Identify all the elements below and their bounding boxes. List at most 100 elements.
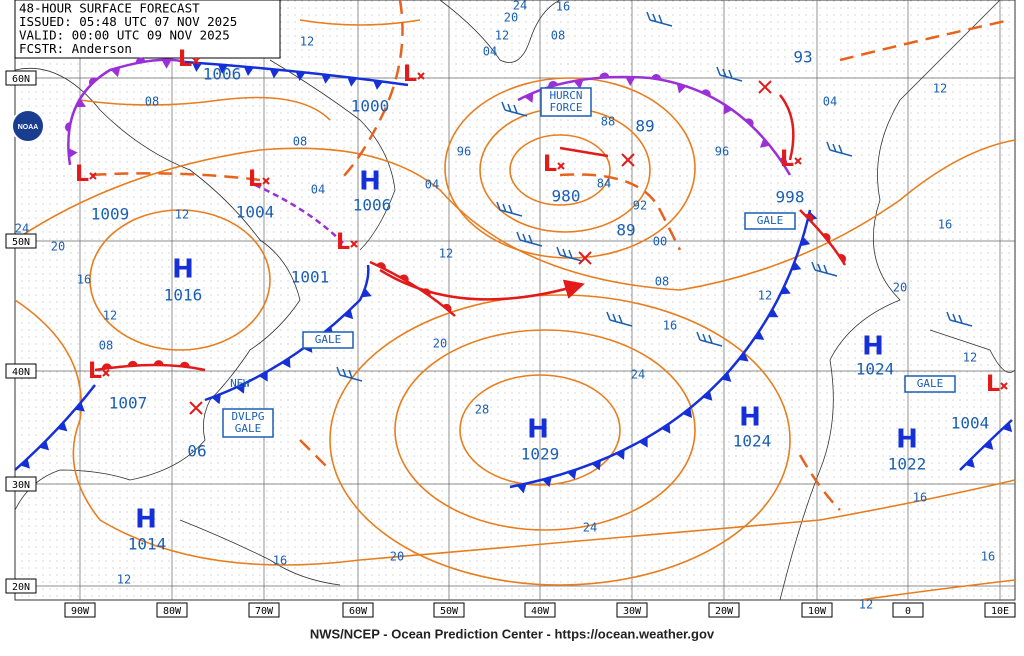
low-x	[578, 251, 592, 265]
front-bump	[179, 361, 190, 368]
front-bump	[804, 213, 814, 223]
front-bump	[399, 274, 409, 282]
front-barb	[361, 288, 372, 298]
front-bump	[88, 77, 98, 86]
front-barb	[767, 308, 779, 318]
wind-barb	[946, 311, 973, 327]
front-barb	[110, 67, 121, 78]
center-symbol: H	[896, 425, 918, 455]
front-barb	[347, 77, 358, 87]
isobar-label: 24	[583, 521, 597, 535]
isobar-label: 04	[483, 45, 497, 59]
warning-box	[222, 408, 274, 438]
front-bump	[101, 363, 112, 369]
center-symbol: H	[527, 415, 549, 445]
center-symbol: H	[739, 403, 761, 433]
center-value: 89	[635, 117, 654, 136]
front-bump	[651, 74, 662, 80]
front-barb	[68, 148, 78, 159]
lon-label: 40W	[531, 606, 550, 617]
front-barb	[516, 483, 527, 494]
center-symbol: L	[336, 230, 350, 255]
isobar-label: 12	[859, 598, 873, 612]
center-x	[1000, 382, 1008, 390]
warning-label: HURCN	[549, 89, 582, 102]
center-value: 1004	[951, 414, 990, 433]
front-barb	[723, 104, 733, 115]
isobar-label: 08	[99, 339, 113, 353]
front-barb	[161, 59, 172, 69]
low-x	[621, 153, 635, 167]
lon-label: 60W	[349, 606, 368, 617]
isobar-label: 24	[513, 0, 527, 13]
warning-label: GALE	[917, 377, 944, 390]
isobar-label: 20	[433, 337, 447, 351]
center-value: 1029	[521, 445, 560, 464]
wind-barb	[556, 246, 583, 262]
warning-label: DVLPG	[231, 410, 264, 423]
map-area	[14, 0, 1016, 601]
isobar-label: 16	[77, 273, 91, 287]
center-value: 1006	[203, 65, 242, 84]
lon-label-box	[524, 602, 556, 618]
front-barb	[39, 440, 50, 451]
lat-label: 40N	[12, 367, 30, 378]
center-symbol: H	[135, 505, 157, 535]
front-barb	[676, 83, 687, 94]
isobar-label: 84	[597, 177, 611, 191]
lon-label: 90W	[71, 606, 90, 617]
lat-label: 20N	[12, 582, 30, 593]
center-value: 1024	[856, 360, 895, 379]
lon-label: 0	[905, 606, 911, 617]
front-barb	[20, 458, 30, 469]
logo-text: NOAA	[18, 124, 39, 131]
front-barb	[721, 372, 732, 382]
front-barb	[983, 439, 994, 450]
lat-label: 30N	[12, 480, 30, 491]
center-x	[102, 369, 110, 377]
front-bump	[779, 157, 788, 167]
center-symbol: L	[780, 147, 794, 172]
lat-label-box	[5, 363, 37, 379]
front-barb	[780, 285, 791, 295]
isobar-label: 00	[653, 235, 667, 249]
isobar-label: 08	[293, 135, 307, 149]
front-barb	[524, 92, 534, 103]
isobar-label: 88	[601, 115, 615, 129]
isobar-label: 12	[439, 247, 453, 261]
isobar-label: 16	[913, 491, 927, 505]
lat-label: 60N	[12, 74, 30, 85]
lon-label: 80W	[163, 606, 182, 617]
front-barb	[321, 74, 332, 84]
isobar-label: 12	[495, 29, 509, 43]
front-bump	[421, 288, 431, 297]
lon-label: 20W	[715, 606, 734, 617]
lon-label: 70W	[255, 606, 274, 617]
front-barb	[281, 357, 291, 368]
center-value: 998	[776, 188, 805, 207]
isobar-label: 96	[457, 145, 471, 159]
front-barb	[625, 76, 636, 87]
center-value: 1004	[236, 203, 275, 222]
center-x	[89, 172, 97, 180]
front-bump	[838, 253, 847, 264]
wind-barb	[496, 201, 523, 217]
center-symbol: L	[986, 372, 1000, 397]
isobar-label: 16	[981, 550, 995, 564]
wind-barb	[811, 261, 838, 277]
center-x	[417, 72, 425, 80]
front-barb	[591, 460, 601, 471]
lon-label-box	[64, 602, 96, 618]
wind-barb	[716, 66, 743, 82]
front-barb	[295, 71, 306, 81]
header-line: FCSTR: Anderson	[19, 41, 132, 56]
isobar-label: 08	[145, 95, 159, 109]
header-line: ISSUED: 05:48 UTC 07 NOV 2025	[19, 14, 237, 29]
low-x	[758, 80, 772, 94]
warning-label: GALE	[315, 333, 342, 346]
center-symbol: L	[75, 162, 89, 187]
isobar-label: 12	[933, 82, 947, 96]
lon-label-box	[342, 602, 374, 618]
front-barb	[258, 371, 268, 382]
